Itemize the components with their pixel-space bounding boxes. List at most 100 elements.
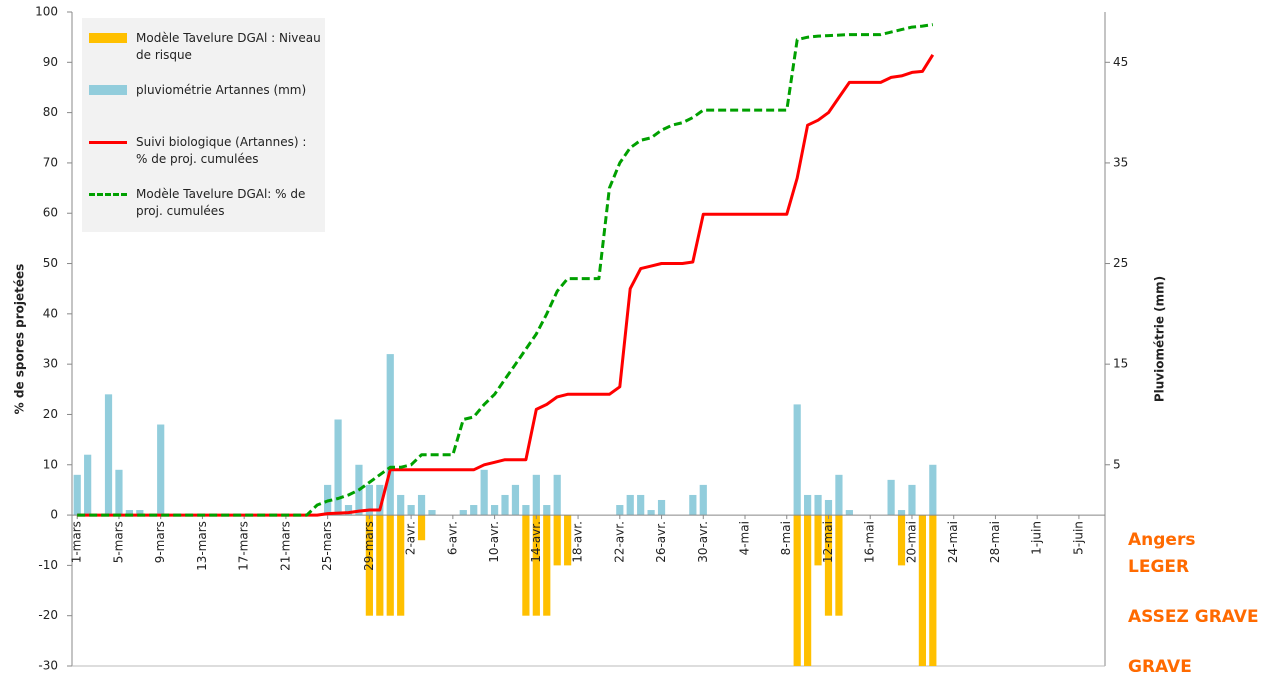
bar <box>647 510 655 516</box>
legend-swatch <box>89 193 127 196</box>
bar <box>459 510 467 516</box>
bar <box>918 515 926 666</box>
y-tick-label: -10 <box>38 558 58 572</box>
y-tick-label: -20 <box>38 608 58 622</box>
bar <box>532 515 540 616</box>
bar <box>334 419 342 516</box>
x-tick-label: 14-avr. <box>529 521 543 563</box>
bar <box>501 494 509 516</box>
bar <box>386 515 394 616</box>
bar <box>824 499 833 516</box>
x-tick-label: 8-mai <box>779 521 793 555</box>
y2-tick-label: 45 <box>1113 55 1128 69</box>
x-tick-label: 10-avr. <box>487 521 501 563</box>
y-tick-label: 80 <box>43 105 58 119</box>
y-tick-label: 60 <box>43 206 58 220</box>
bar <box>417 494 426 516</box>
bar <box>386 354 394 516</box>
x-tick-label: 9-mars <box>153 521 167 563</box>
x-tick-label: 6-avr. <box>445 521 459 555</box>
bar <box>136 510 144 516</box>
bar <box>490 505 499 516</box>
y2-tick-label: 15 <box>1113 357 1128 371</box>
y-axis-label: % de spores projetées <box>13 264 27 415</box>
x-tick-label: 26-avr. <box>654 521 668 563</box>
x-tick-label: 12-mai <box>821 521 835 563</box>
legend-swatch <box>89 85 127 95</box>
x-tick-label: 1-juin <box>1030 521 1044 555</box>
annotation: LEGER <box>1128 557 1189 577</box>
bar <box>793 515 801 666</box>
y-tick-label: 30 <box>43 357 58 371</box>
bar <box>637 494 645 516</box>
line-series <box>77 54 935 517</box>
bar <box>835 515 843 616</box>
bar <box>553 515 561 566</box>
bar <box>376 484 384 516</box>
bar <box>804 515 812 666</box>
bar <box>564 515 572 566</box>
x-tick-label: 2-avr. <box>404 521 418 555</box>
bar <box>365 484 373 516</box>
bar <box>104 394 113 516</box>
y-tick-label: 40 <box>43 306 58 320</box>
x-tick-label: 24-mai <box>946 521 960 563</box>
bar <box>908 484 916 516</box>
y-tick-label: 0 <box>50 508 58 522</box>
y-tick-label: 70 <box>43 155 58 169</box>
y-tick-label: -30 <box>38 659 58 673</box>
bar <box>397 494 405 516</box>
bar <box>407 505 415 516</box>
bar <box>397 515 405 616</box>
bar <box>522 505 530 516</box>
x-tick-label: 22-avr. <box>612 521 626 563</box>
bar <box>835 474 843 516</box>
annotation: GRAVE <box>1128 657 1192 675</box>
x-tick-label: 29-mars <box>362 521 376 571</box>
y2-tick-label: 25 <box>1113 256 1128 270</box>
legend-label: Modèle Tavelure DGAl: % de proj. cumulée… <box>136 187 306 218</box>
bar <box>689 494 697 516</box>
bar <box>365 515 373 616</box>
bar <box>897 515 906 566</box>
bar <box>626 494 634 516</box>
bar <box>616 505 624 516</box>
bar <box>897 510 906 516</box>
bar <box>115 469 123 516</box>
legend-label: Suivi biologique (Artannes) : % de proj.… <box>136 135 307 166</box>
bar <box>157 424 165 516</box>
bar <box>814 494 822 516</box>
x-tick-label: 16-mai <box>863 521 877 563</box>
bar <box>417 515 426 541</box>
bar <box>522 515 530 616</box>
x-tick-label: 17-mars <box>237 521 251 571</box>
bar <box>845 510 853 516</box>
annotation: ASSEZ GRAVE <box>1128 607 1259 627</box>
bar <box>814 515 822 566</box>
x-tick-label: 5-juin <box>1071 521 1085 555</box>
y-tick-label: 10 <box>43 457 58 471</box>
bar <box>344 505 353 516</box>
bar <box>376 515 384 616</box>
legend-swatch <box>89 33 127 43</box>
bar <box>543 505 551 516</box>
legend-swatch <box>89 141 127 144</box>
bar <box>824 515 833 616</box>
bar <box>699 484 707 516</box>
bar <box>470 505 478 516</box>
x-tick-label: 13-mars <box>195 521 209 571</box>
bar <box>428 510 436 516</box>
bar <box>929 464 937 516</box>
x-tick-label: 18-avr. <box>571 521 585 563</box>
y-tick-label: 20 <box>43 407 58 421</box>
bar <box>793 404 801 516</box>
bar <box>532 474 540 516</box>
legend: Modèle Tavelure DGAl : Niveau de risque p… <box>82 18 325 232</box>
annotation: Angers <box>1128 530 1195 550</box>
y2-tick-label: 5 <box>1113 457 1121 471</box>
bar <box>887 479 895 516</box>
bar <box>125 510 133 516</box>
x-tick-label: 20-mai <box>904 521 918 563</box>
y-tick-label: 90 <box>43 55 58 69</box>
